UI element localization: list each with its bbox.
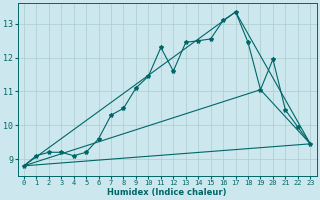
X-axis label: Humidex (Indice chaleur): Humidex (Indice chaleur): [107, 188, 227, 197]
